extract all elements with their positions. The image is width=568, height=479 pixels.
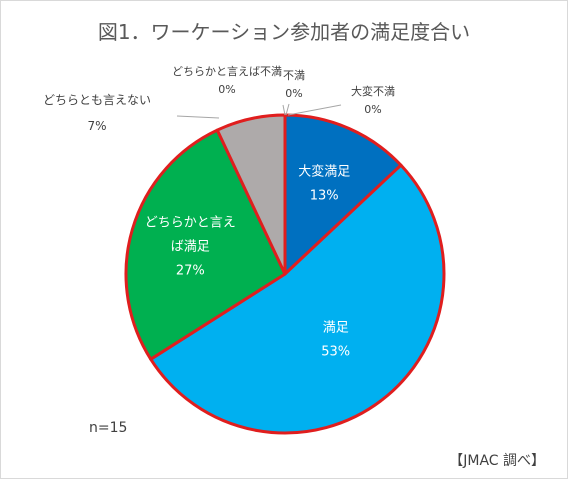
slice-label-value: 0% — [285, 87, 302, 100]
pie-slices — [124, 113, 446, 435]
chart-title: 図1．ワーケーション参加者の満足度合い — [98, 20, 470, 44]
slice-label-name: 不満 — [283, 69, 305, 82]
slice-label-5: どちらかと言えば不満 0% — [172, 65, 282, 96]
slice-label-name: 大変満足 — [298, 164, 350, 180]
pie-slice-1 — [283, 113, 403, 276]
slice-label-value: 13% — [310, 189, 339, 204]
slice-label-1: 大変満足 13% — [298, 164, 350, 204]
slice-label-name: 満足 — [323, 320, 349, 335]
slice-label-value: 0% — [364, 103, 381, 116]
leader-lines — [176, 103, 342, 119]
leader-line-4 — [176, 115, 220, 119]
slice-label-value: 7% — [87, 119, 106, 133]
pie-slice-2 — [149, 163, 446, 435]
slice-label-name: どちらとも言えない — [43, 93, 151, 107]
slice-label-value: 0% — [218, 83, 235, 96]
slice-label-name: どちらかと言えば不満 — [172, 65, 282, 78]
slice-label-name: 大変不満 — [351, 84, 395, 98]
leader-line-5 — [282, 104, 286, 116]
source-note: 【JMAC 調べ】 — [449, 453, 545, 469]
leader-line-6 — [285, 103, 290, 116]
slice-label-value: 53% — [321, 344, 350, 359]
slice-label-4: どちらとも言えない 7% — [43, 93, 151, 133]
slice-label-7: 大変不満 0% — [351, 84, 395, 116]
pie-slice-3 — [124, 128, 287, 361]
leader-line-7 — [287, 104, 342, 116]
slice-label-2: 満足 53% — [321, 320, 350, 359]
slice-label-value: 27% — [176, 264, 205, 279]
sample-size-note: n=15 — [89, 420, 127, 436]
slice-label-name: どちらかと言え — [145, 216, 236, 231]
slice-label-name: ば満足 — [171, 240, 210, 255]
slice-label-6: 不満 0% — [283, 69, 305, 100]
